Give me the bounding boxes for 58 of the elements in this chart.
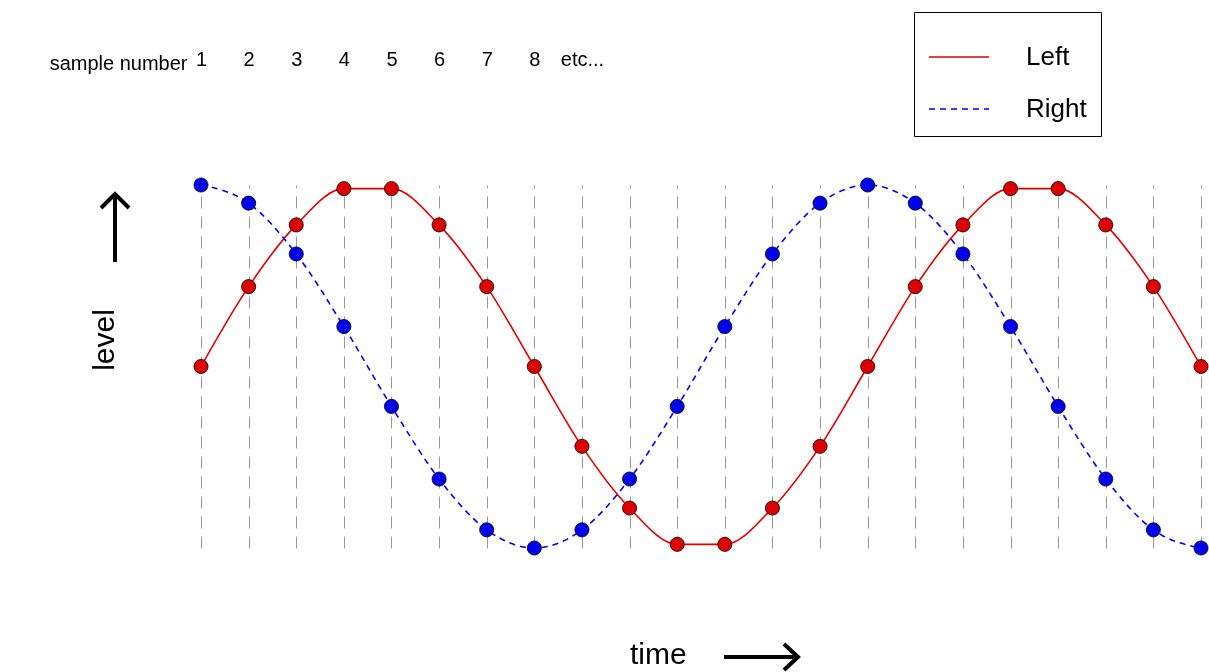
point	[907, 195, 923, 211]
point	[384, 398, 399, 414]
point	[479, 522, 495, 538]
text: sample number	[49, 51, 188, 74]
point	[574, 438, 590, 454]
point	[1145, 279, 1161, 295]
point	[193, 177, 209, 193]
x-tick-label: 2	[243, 47, 255, 70]
x-tick-label: 5	[386, 47, 398, 70]
point	[1003, 319, 1018, 335]
point	[336, 319, 352, 335]
point	[955, 246, 971, 262]
x-tick-label: 6	[434, 47, 446, 70]
point	[1145, 522, 1161, 538]
point	[336, 181, 352, 197]
point	[622, 500, 638, 516]
point	[431, 217, 447, 233]
point	[669, 398, 685, 414]
point	[860, 177, 876, 193]
point	[241, 195, 257, 211]
x-tick-label: 4	[338, 47, 350, 70]
point	[622, 471, 638, 487]
point	[1098, 471, 1114, 487]
point	[479, 279, 495, 295]
point	[384, 181, 399, 197]
x-tick-label: 3	[291, 47, 303, 70]
point	[812, 438, 828, 454]
point	[1050, 398, 1066, 414]
x-axis-title: time	[630, 637, 687, 671]
x-tick-label: etc...	[560, 47, 605, 70]
point	[288, 217, 304, 233]
point	[526, 540, 542, 556]
legend-label: Right	[1026, 93, 1088, 123]
point	[574, 522, 590, 538]
x-tick-label: 1	[195, 47, 208, 70]
point	[193, 359, 209, 374]
point	[431, 471, 447, 487]
legend-label: Left	[1026, 41, 1071, 71]
point	[717, 536, 733, 552]
point	[288, 246, 304, 262]
point	[812, 195, 828, 211]
x-tick-label: 7	[481, 47, 493, 70]
point	[907, 279, 923, 295]
point	[717, 319, 733, 335]
point	[526, 359, 542, 374]
x-tick-label: 8	[529, 47, 541, 70]
point	[241, 279, 257, 295]
point	[1098, 217, 1114, 233]
point	[1193, 540, 1209, 556]
point	[955, 217, 971, 233]
point	[764, 500, 780, 516]
point	[764, 246, 780, 262]
point	[860, 359, 876, 374]
point	[1003, 181, 1018, 197]
y-axis-title: level	[87, 309, 121, 371]
point	[1050, 181, 1066, 197]
point	[669, 536, 685, 552]
point	[1193, 359, 1209, 374]
